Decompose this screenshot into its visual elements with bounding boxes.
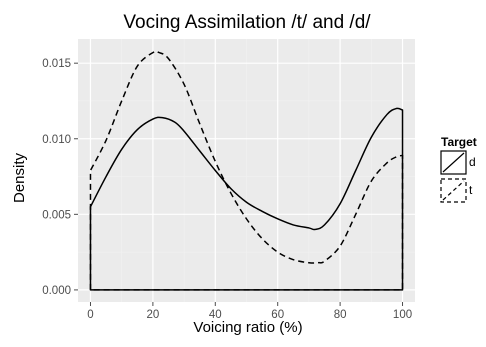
x-tick-label: 20 (146, 309, 159, 321)
x-tick-label: 100 (393, 309, 412, 321)
y-axis: 0.000 0.005 0.010 0.015 (42, 58, 78, 297)
y-axis-title: Density (11, 152, 28, 203)
density-curve-t (89, 50, 404, 291)
legend-title: Target (441, 135, 477, 149)
legend-key-d (440, 150, 467, 175)
x-axis: 0 20 40 60 80 100 (87, 302, 412, 321)
legend-label-d: d (469, 155, 476, 169)
minor-gridlines (78, 39, 415, 302)
x-tick-label: 60 (271, 309, 284, 321)
y-tick-label: 0.005 (42, 209, 71, 221)
x-tick-label: 80 (334, 309, 347, 321)
x-tick-label: 40 (209, 309, 222, 321)
density-curves (89, 50, 404, 291)
x-tick-label: 0 (87, 309, 93, 321)
legend-key-line-t (442, 180, 465, 201)
x-axis-title: Voicing ratio (%) (193, 319, 302, 336)
y-tick-label: 0.000 (42, 285, 71, 297)
chart-title: Vocing Assimilation /t/ and /d/ (123, 12, 371, 33)
legend-key-t (440, 178, 467, 203)
density-curve-d (89, 107, 404, 291)
y-tick-label: 0.015 (42, 58, 71, 70)
y-tick-label: 0.010 (42, 134, 71, 146)
legend-key-line-d (442, 152, 465, 173)
legend: Target dt (440, 135, 477, 203)
legend-label-t: t (469, 183, 473, 197)
